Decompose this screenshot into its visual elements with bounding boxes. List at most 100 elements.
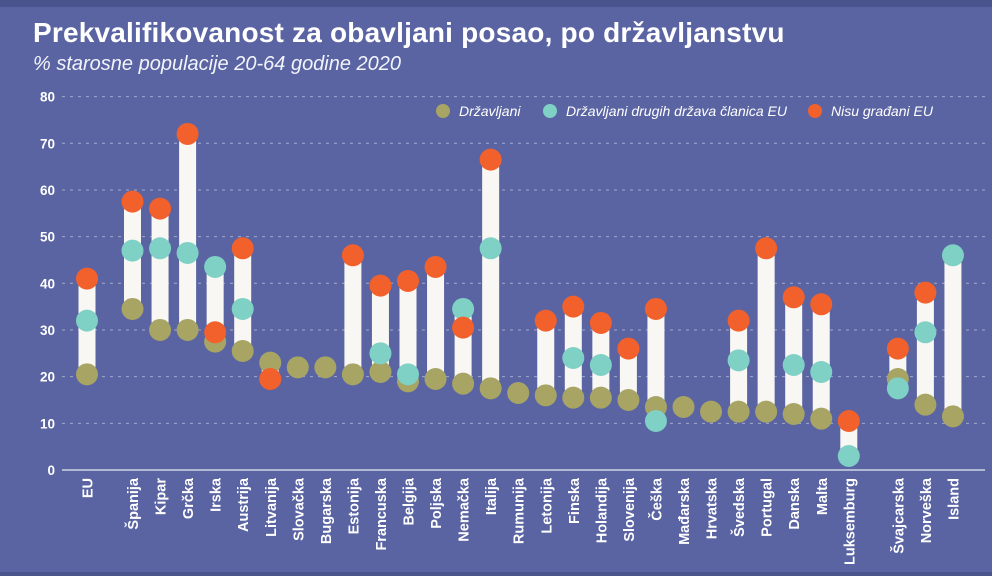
- range-bar-Letonija: [537, 320, 555, 396]
- dot-series0-Rumunija: [507, 381, 530, 404]
- dot-series2-Holandija: [589, 311, 612, 334]
- x-label-Nemačka: Nemačka: [457, 477, 473, 542]
- dot-series1-Francuska: [369, 342, 392, 365]
- x-label-Finska: Finska: [567, 477, 583, 524]
- y-tick-label-70: 70: [40, 136, 55, 151]
- dot-series0-Italija: [479, 377, 502, 400]
- dot-series2-Estonija: [341, 244, 364, 267]
- dot-series0-Letonija: [534, 384, 557, 407]
- dot-series1-Norveška: [914, 321, 937, 344]
- page-subtitle: % starosne populacije 20-64 godine 2020: [33, 53, 402, 75]
- page-title: Prekvalifikovanost za obavljani posao, p…: [33, 17, 785, 48]
- dot-series1-Švajcarska: [886, 377, 909, 400]
- dot-series0-Kipar: [149, 318, 172, 341]
- y-tick-label-0: 0: [47, 463, 55, 478]
- range-bar-Slovenija: [619, 348, 637, 400]
- dot-series1-Češka: [644, 409, 667, 432]
- dot-series0-Danska: [782, 402, 805, 425]
- x-label-Rumunija: Rumunija: [512, 477, 528, 544]
- x-label-Češka: Češka: [647, 477, 665, 521]
- legend-item-non-eu: Nisu građani EU: [808, 103, 933, 119]
- range-bar-Italija: [482, 159, 500, 389]
- dot-series1-Belgija: [397, 363, 419, 386]
- legend-label-non-eu: Nisu građani EU: [831, 103, 933, 119]
- other-eu-dot-icon: [543, 104, 557, 118]
- dot-series0-Poljska: [424, 367, 447, 390]
- top-edge-strip: [0, 0, 992, 7]
- dot-series1-Finska: [562, 346, 585, 369]
- dot-series0-Island: [941, 405, 964, 428]
- x-label-Irska: Irska: [209, 477, 225, 512]
- dot-series1-Grčka: [176, 241, 199, 264]
- dot-series2-Danska: [782, 286, 805, 309]
- x-label-Španija: Španija: [124, 477, 142, 530]
- range-bar-Island: [944, 255, 962, 417]
- bottom-edge-strip: [0, 572, 992, 576]
- x-label-Švajcarska: Švajcarska: [889, 477, 907, 554]
- y-tick-label-50: 50: [40, 230, 55, 245]
- legend-item-other-eu: Državljani drugih država članica EU: [543, 103, 787, 119]
- dot-series2-Finska: [562, 295, 585, 318]
- dot-series2-Poljska: [424, 255, 447, 278]
- non-eu-dot-icon: [808, 104, 822, 118]
- dot-series0-Nemačka: [452, 372, 475, 395]
- range-bar-Belgija: [399, 280, 417, 382]
- x-label-Italija: Italija: [484, 477, 500, 515]
- dot-series0-Bugarska: [314, 356, 337, 379]
- x-label-Slovačka: Slovačka: [291, 477, 307, 541]
- range-bar-Kipar: [151, 208, 169, 330]
- y-tick-label-40: 40: [40, 276, 55, 291]
- x-label-Hrvatska: Hrvatska: [705, 477, 721, 539]
- dot-series2-Austrija: [231, 237, 254, 260]
- dot-series2-Nemačka: [452, 316, 475, 339]
- dot-series2-Litvanija: [259, 367, 282, 390]
- dot-series2-Portugal: [755, 237, 778, 260]
- dot-series1-Kipar: [149, 237, 172, 260]
- dot-series1-Španija: [121, 239, 144, 262]
- dot-series0-Švedska: [727, 400, 750, 423]
- dot-series0-Portugal: [755, 400, 778, 423]
- dot-series0-Holandija: [589, 386, 612, 409]
- dot-series1-Luksemburg: [837, 444, 860, 467]
- x-label-Norveška: Norveška: [919, 477, 935, 543]
- dot-series1-Island: [941, 244, 964, 267]
- dot-series2-Slovenija: [617, 337, 640, 360]
- y-tick-label-80: 80: [40, 90, 55, 105]
- y-tick-label-10: 10: [40, 416, 55, 431]
- range-bar-Norveška: [916, 292, 934, 405]
- x-label-Mađarska: Mađarska: [677, 477, 693, 545]
- x-label-Belgija: Belgija: [402, 477, 418, 525]
- dot-series0-Slovenija: [617, 388, 640, 411]
- y-tick-label-60: 60: [40, 183, 55, 198]
- x-label-Malta: Malta: [815, 477, 831, 515]
- dot-series2-Luksemburg: [837, 409, 860, 432]
- y-tick-label-20: 20: [40, 370, 55, 385]
- dot-series0-Malta: [810, 407, 833, 430]
- dot-series2-Švedska: [727, 309, 750, 332]
- x-label-Slovenija: Slovenija: [622, 477, 638, 542]
- dot-series0-Finska: [562, 386, 585, 409]
- x-label-Luksemburg: Luksemburg: [842, 478, 858, 565]
- dot-series2-Grčka: [176, 122, 199, 145]
- dot-series1-EU: [76, 309, 98, 332]
- dot-series1-Malta: [810, 360, 833, 383]
- dot-series1-Holandija: [589, 353, 612, 376]
- dot-series0-Mađarska: [672, 395, 695, 418]
- dot-series0-EU: [76, 363, 98, 386]
- dot-series0-Norveška: [914, 393, 937, 416]
- dot-series2-EU: [76, 267, 98, 290]
- dot-series0-Estonija: [341, 363, 364, 386]
- dot-series1-Irska: [204, 255, 227, 278]
- legend-label-citizens: Državljani: [459, 103, 521, 119]
- dot-series1-Švedska: [727, 349, 750, 372]
- legend-label-other-eu: Državljani drugih država članica EU: [566, 103, 787, 119]
- range-bar-Estonija: [344, 255, 362, 375]
- x-label-Danska: Danska: [787, 477, 803, 530]
- dot-series0-Španija: [121, 297, 144, 320]
- dot-series0-Litvanija: [259, 351, 282, 374]
- range-bar-Češka: [647, 308, 665, 421]
- x-label-Portugal: Portugal: [760, 478, 776, 537]
- dot-series2-Belgija: [397, 269, 419, 292]
- dot-series1-Italija: [479, 237, 502, 260]
